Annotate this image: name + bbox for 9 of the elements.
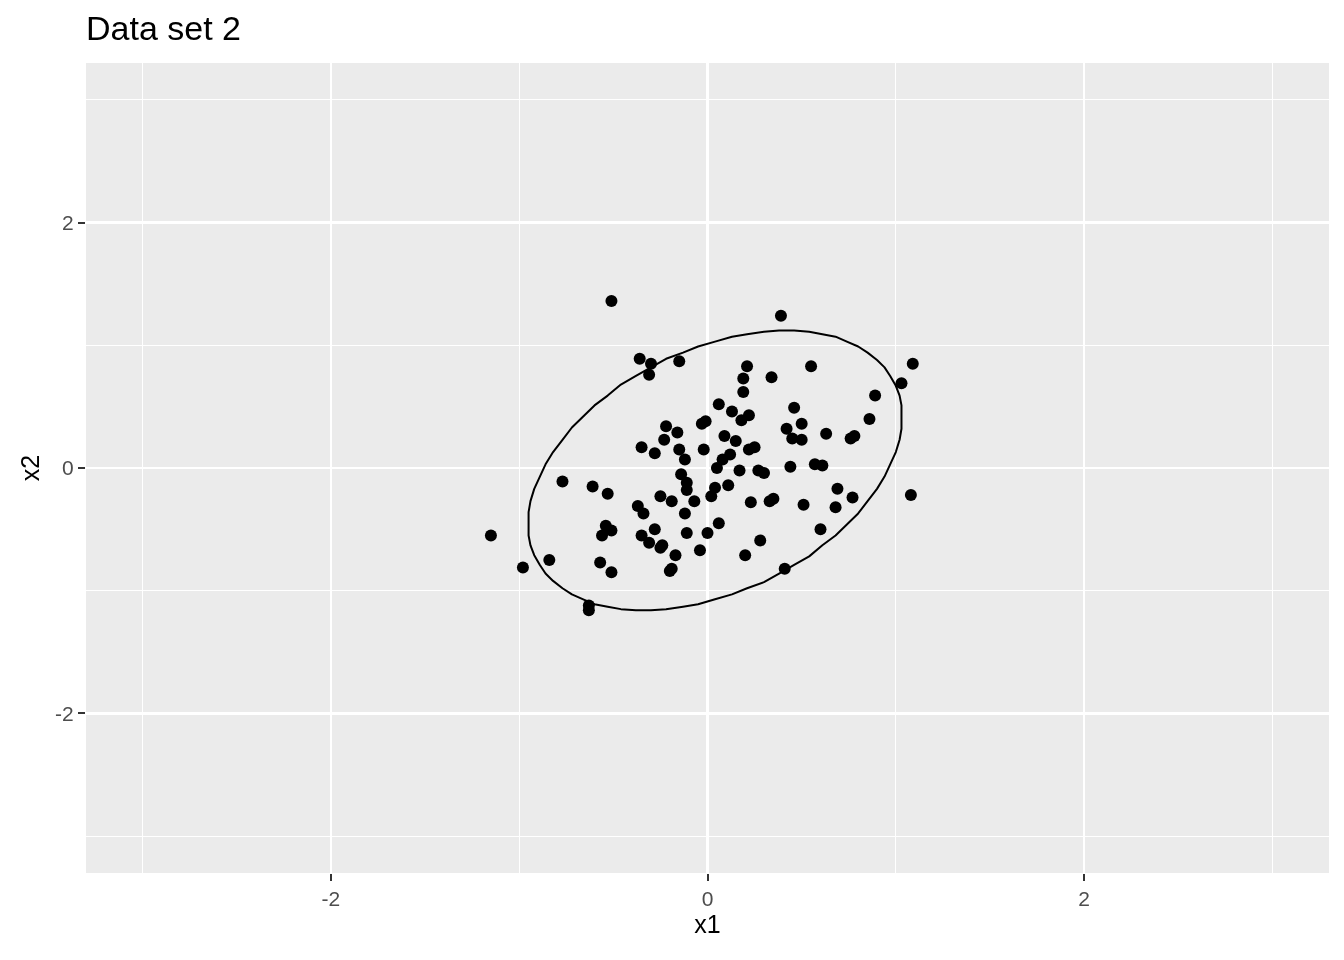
y-tick-label: -2 xyxy=(55,701,74,725)
x-axis-title: x1 xyxy=(694,910,721,939)
y-tick-label: 2 xyxy=(62,210,74,234)
chart-title: Data set 2 xyxy=(86,8,241,47)
y-tick-label: 0 xyxy=(62,456,74,480)
x-tick-label: 2 xyxy=(1078,887,1091,911)
x-tick-label: -2 xyxy=(321,887,341,911)
x-tick-label: 0 xyxy=(701,887,714,911)
y-axis-title: x2 xyxy=(15,454,44,482)
